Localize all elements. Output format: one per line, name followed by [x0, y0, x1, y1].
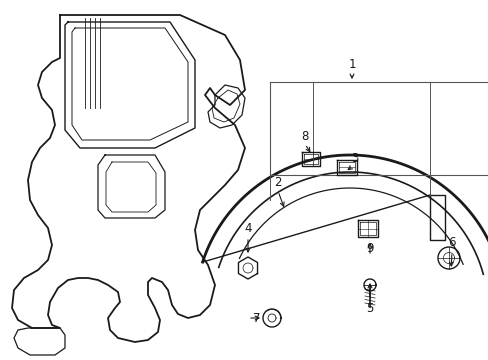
- Text: 5: 5: [366, 302, 373, 315]
- Text: 9: 9: [366, 242, 373, 255]
- Text: 8: 8: [301, 130, 308, 143]
- Text: 3: 3: [350, 152, 358, 165]
- Text: 4: 4: [244, 221, 251, 234]
- Text: 1: 1: [347, 58, 355, 72]
- Text: 2: 2: [274, 176, 281, 189]
- Text: 7: 7: [253, 311, 260, 324]
- Text: 6: 6: [447, 237, 455, 249]
